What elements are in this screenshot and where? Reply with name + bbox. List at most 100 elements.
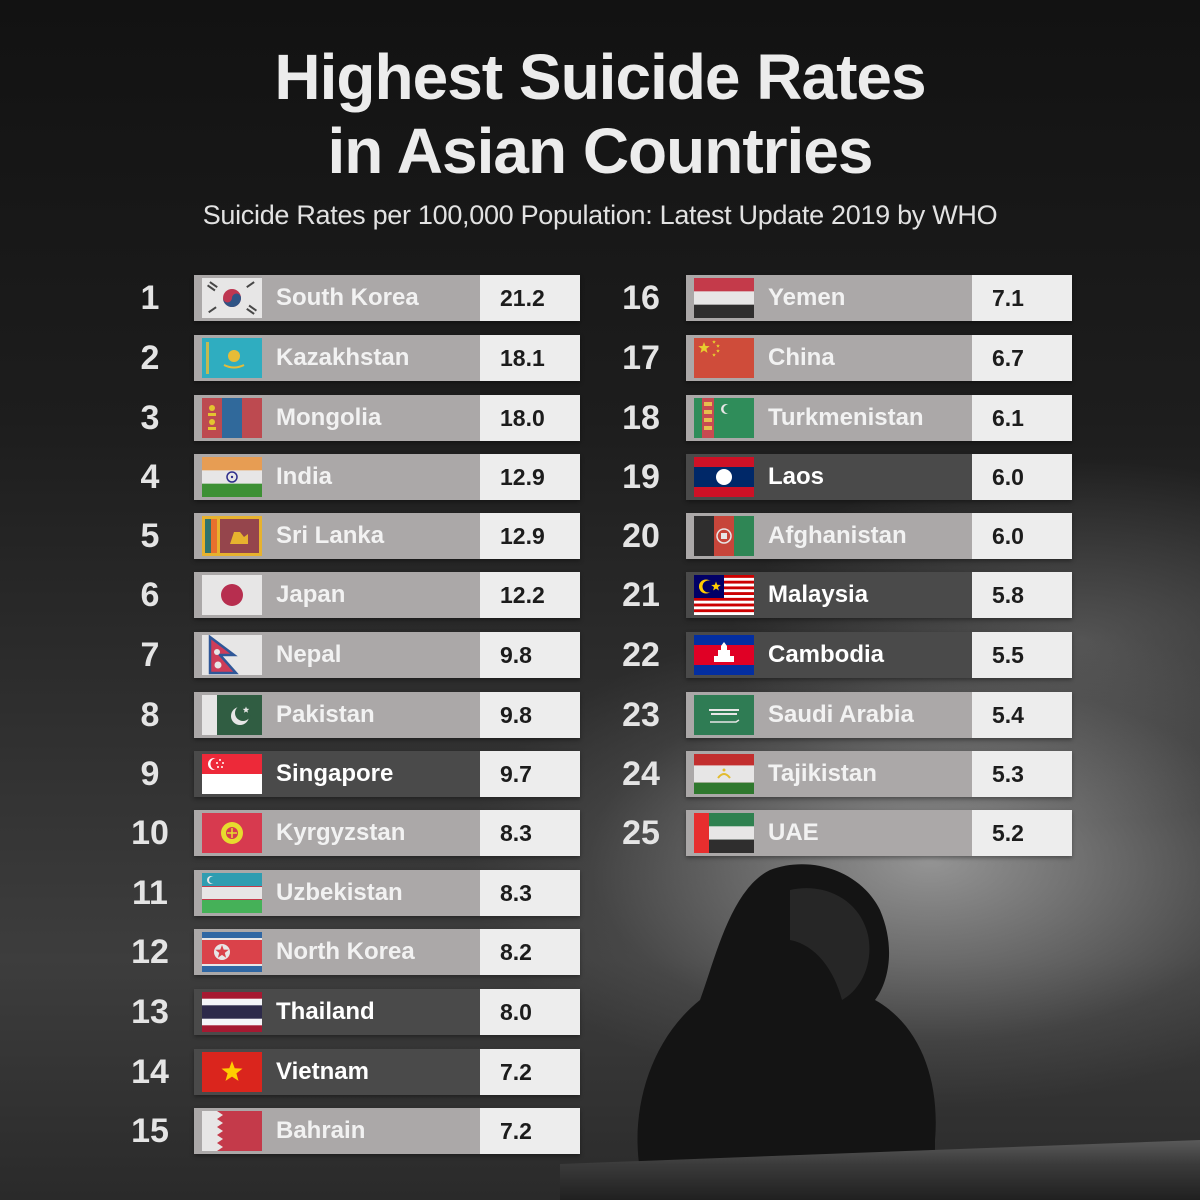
table-row: Afghanistan 6.0: [686, 513, 1072, 559]
table-row: Yemen 7.1: [686, 275, 1072, 321]
rank-number: 5: [140, 517, 160, 555]
table-row: Bahrain 7.2: [194, 1108, 580, 1154]
country-name: Malaysia: [768, 581, 869, 608]
table-row: Cambodia 5.5: [686, 632, 1072, 678]
country-cell: Saudi Arabia: [686, 692, 972, 738]
country-name: Turkmenistan: [768, 404, 924, 431]
rate-value: 9.8: [480, 632, 580, 678]
rate-value: 5.5: [972, 632, 1072, 678]
rate-value: 5.3: [972, 751, 1072, 797]
kyrgyzstan-flag: [202, 813, 262, 853]
rank-number: 3: [140, 399, 160, 437]
country-cell: Turkmenistan: [686, 395, 972, 441]
rate-value: 5.4: [972, 692, 1072, 738]
rank-number: 16: [622, 279, 660, 317]
rate-value: 6.1: [972, 395, 1072, 441]
rank-number: 8: [140, 696, 160, 734]
chart-title: Highest Suicide Rates in Asian Countries: [0, 40, 1200, 188]
country-cell: Sri Lanka: [194, 513, 480, 559]
table-row: Pakistan 9.8: [194, 692, 580, 738]
rate-value: 7.2: [480, 1049, 580, 1095]
country-cell: Tajikistan: [686, 751, 972, 797]
rank-number: 25: [622, 814, 660, 852]
country-cell: India: [194, 454, 480, 500]
table-row: Tajikistan 5.3: [686, 751, 1072, 797]
country-name: Mongolia: [276, 404, 382, 431]
saudi-arabia-flag: [694, 695, 754, 735]
country-name: Thailand: [276, 998, 375, 1025]
country-cell: Mongolia: [194, 395, 480, 441]
country-name: Vietnam: [276, 1058, 369, 1085]
country-cell: Uzbekistan: [194, 870, 480, 916]
table-row: Laos 6.0: [686, 454, 1072, 500]
rank-number: 6: [140, 576, 160, 614]
afghanistan-flag: [694, 516, 754, 556]
country-name: Kazakhstan: [276, 344, 410, 371]
table-row: UAE 5.2: [686, 810, 1072, 856]
south-korea-flag: [202, 278, 262, 318]
country-name: North Korea: [276, 938, 415, 965]
bahrain-flag: [202, 1111, 262, 1151]
cambodia-flag: [694, 635, 754, 675]
country-name: China: [768, 344, 835, 371]
country-cell: Kyrgyzstan: [194, 810, 480, 856]
table-row: Thailand 8.0: [194, 989, 580, 1035]
rate-value: 21.2: [480, 275, 580, 321]
rate-value: 5.2: [972, 810, 1072, 856]
country-name: Pakistan: [276, 701, 375, 728]
rank-number: 15: [131, 1112, 169, 1150]
rate-value: 6.0: [972, 513, 1072, 559]
country-name: Nepal: [276, 641, 342, 668]
malaysia-flag: [694, 575, 754, 615]
country-cell: North Korea: [194, 929, 480, 975]
rate-value: 7.2: [480, 1108, 580, 1154]
country-name: Japan: [276, 581, 346, 608]
country-name: India: [276, 463, 333, 490]
table-row: Mongolia 18.0: [194, 395, 580, 441]
kazakhstan-flag: [202, 338, 262, 378]
country-cell: Yemen: [686, 275, 972, 321]
table-row: Kazakhstan 18.1: [194, 335, 580, 381]
country-cell: Laos: [686, 454, 972, 500]
table-row: Sri Lanka 12.9: [194, 513, 580, 559]
rate-value: 8.2: [480, 929, 580, 975]
table-row: India 12.9: [194, 454, 580, 500]
rate-value: 6.7: [972, 335, 1072, 381]
table-row: Uzbekistan 8.3: [194, 870, 580, 916]
table-row: South Korea 21.2: [194, 275, 580, 321]
country-cell: Thailand: [194, 989, 480, 1035]
rank-number: 21: [622, 576, 660, 614]
rank-number: 17: [622, 339, 660, 377]
rank-number: 18: [622, 399, 660, 437]
country-name: Singapore: [276, 760, 394, 787]
country-name: Kyrgyzstan: [276, 819, 406, 846]
country-cell: Cambodia: [686, 632, 972, 678]
singapore-flag: [202, 754, 262, 794]
rank-number: 7: [140, 636, 160, 674]
country-cell: South Korea: [194, 275, 480, 321]
country-name: UAE: [768, 819, 819, 846]
uzbekistan-flag: [202, 873, 262, 913]
rank-number: 19: [622, 458, 660, 496]
yemen-flag: [694, 278, 754, 318]
rank-number: 13: [131, 993, 169, 1031]
rate-value: 6.0: [972, 454, 1072, 500]
rate-value: 8.0: [480, 989, 580, 1035]
rate-value: 12.2: [480, 572, 580, 618]
japan-flag: [202, 575, 262, 615]
country-cell: Kazakhstan: [194, 335, 480, 381]
country-name: Sri Lanka: [276, 522, 385, 549]
country-cell: Malaysia: [686, 572, 972, 618]
chart-subtitle: Suicide Rates per 100,000 Population: La…: [202, 200, 998, 230]
india-flag: [202, 457, 262, 497]
country-name: South Korea: [276, 284, 419, 311]
sri-lanka-flag: [202, 516, 262, 556]
title-line-1: Highest Suicide Rates: [274, 41, 926, 113]
table-row: Malaysia 5.8: [686, 572, 1072, 618]
table-row: Japan 12.2: [194, 572, 580, 618]
country-name: Yemen: [768, 284, 846, 311]
country-cell: Pakistan: [194, 692, 480, 738]
country-cell: Nepal: [194, 632, 480, 678]
country-cell: Vietnam: [194, 1049, 480, 1095]
table-row: Kyrgyzstan 8.3: [194, 810, 580, 856]
